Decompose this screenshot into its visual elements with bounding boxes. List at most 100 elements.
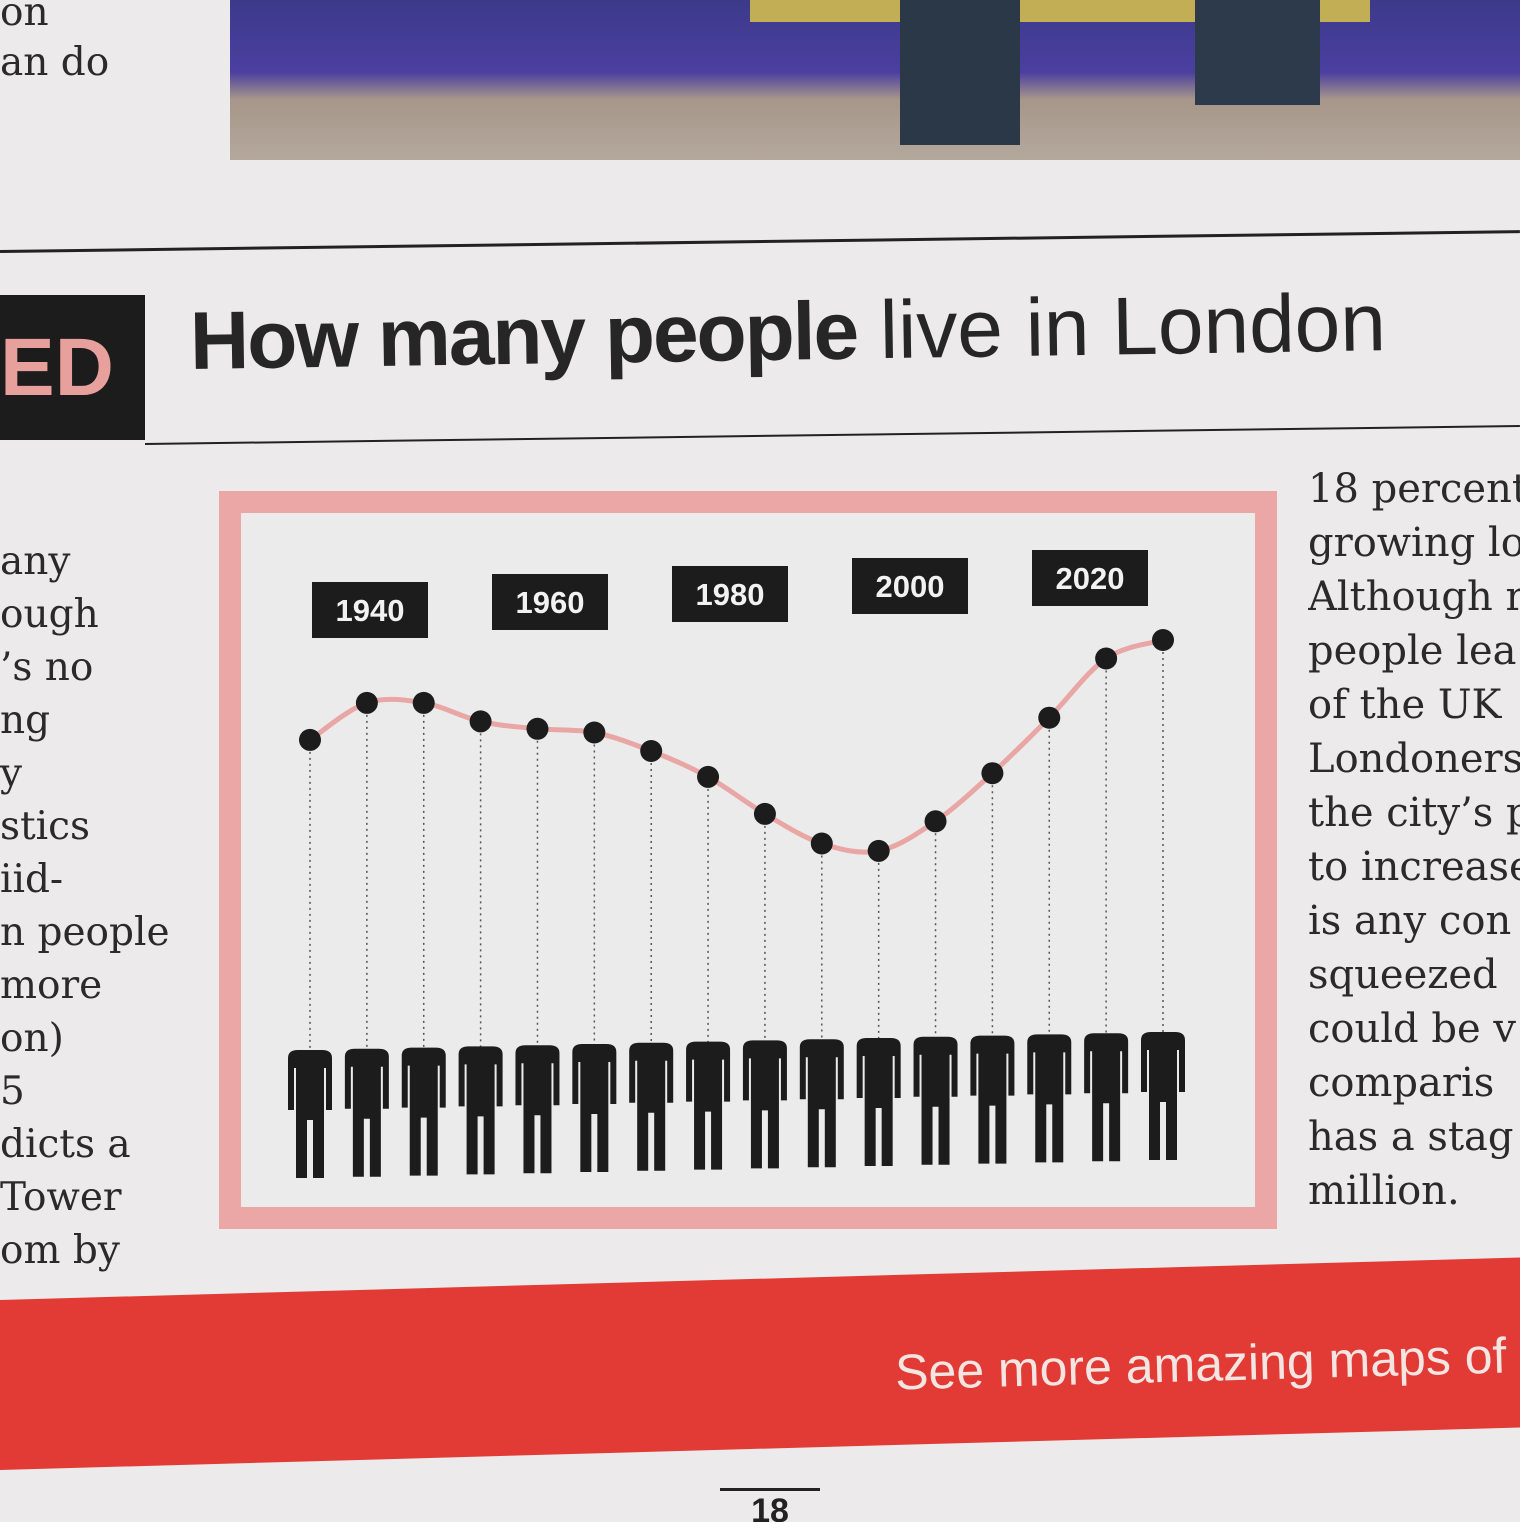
- data-point: [981, 762, 1004, 785]
- person-figure: [515, 1045, 560, 1174]
- text-line: ng: [0, 698, 51, 743]
- person-figure: [401, 1047, 446, 1176]
- person-silhouette: [401, 1047, 446, 1176]
- text-line: ’s no: [0, 645, 94, 690]
- data-point: [299, 728, 321, 751]
- year-label-box: [312, 582, 428, 638]
- person-figure: [913, 1036, 958, 1165]
- year-label-box: [492, 574, 608, 630]
- text-line: Tower: [0, 1175, 122, 1220]
- text-line: dicts a: [0, 1122, 131, 1167]
- person-silhouette: [856, 1038, 901, 1166]
- left-column-text: any ough ’s no ng y stics iid- n people …: [0, 535, 170, 1277]
- text-line: squeezed: [1308, 952, 1498, 998]
- year-label: 1940: [336, 593, 405, 628]
- person-silhouette: [458, 1046, 503, 1175]
- text-line: 5: [0, 1069, 25, 1114]
- data-markers: [299, 629, 1174, 862]
- text-line: has a stag: [1308, 1114, 1514, 1160]
- text-line: ough: [0, 592, 99, 637]
- person-silhouette: [970, 1035, 1015, 1164]
- person-figure: [1084, 1033, 1129, 1162]
- top-fragment-line: on: [0, 0, 49, 35]
- text-line: any: [0, 539, 71, 584]
- person-silhouette: [288, 1050, 332, 1178]
- people-figures: [288, 1032, 1185, 1178]
- text-line: om by: [0, 1228, 120, 1273]
- person-silhouette: [1141, 1032, 1185, 1160]
- text-line: people lea: [1308, 628, 1517, 674]
- person-figure: [970, 1035, 1015, 1164]
- year-label: 2020: [1056, 561, 1125, 596]
- data-point: [469, 710, 492, 733]
- year-label-box: [672, 566, 788, 622]
- text-line: stics: [0, 804, 91, 849]
- page-number: 18: [720, 1488, 820, 1522]
- data-point: [640, 740, 663, 762]
- person-figure: [629, 1042, 674, 1171]
- drop-lines: [309, 640, 1164, 1050]
- person-figure: [288, 1050, 332, 1178]
- person-figure: [458, 1046, 503, 1175]
- person-silhouette: [913, 1036, 958, 1165]
- text-line: y: [0, 751, 23, 796]
- year-labels: 1940 1960 1980 2000 2020: [312, 550, 1148, 638]
- person-figure: [742, 1040, 787, 1169]
- person-figure: [1141, 1032, 1185, 1160]
- data-point: [753, 802, 776, 825]
- headline-rule: [145, 425, 1520, 445]
- text-line: is any con: [1308, 898, 1512, 944]
- top-fragment-line: an do: [0, 40, 110, 85]
- person-silhouette: [742, 1040, 787, 1169]
- year-label: 1960: [516, 585, 585, 620]
- person-silhouette: [799, 1039, 844, 1168]
- person-figure: [686, 1041, 731, 1170]
- person-silhouette: [1027, 1034, 1072, 1163]
- section-tag: ED: [0, 295, 145, 440]
- person-figure: [572, 1044, 617, 1172]
- headline-section: ED How many people live in London: [0, 255, 1520, 445]
- photo-legs: [1195, 0, 1320, 105]
- text-line: the city’s p: [1308, 790, 1520, 836]
- data-point: [1038, 706, 1061, 729]
- person-figure: [344, 1048, 389, 1177]
- year-label-box: [1032, 550, 1148, 606]
- photo-legs: [900, 0, 1020, 145]
- data-point: [412, 691, 435, 714]
- text-line: could be v: [1308, 1006, 1516, 1052]
- person-silhouette: [515, 1045, 560, 1174]
- year-label: 1980: [696, 577, 765, 612]
- data-point: [924, 810, 947, 833]
- text-line: growing lo: [1308, 520, 1520, 566]
- data-point: [355, 691, 378, 714]
- text-line: million.: [1308, 1168, 1460, 1214]
- person-figure: [799, 1039, 844, 1168]
- data-point: [1152, 629, 1174, 651]
- text-line: Londoners: [1308, 736, 1520, 782]
- person-silhouette: [629, 1042, 674, 1171]
- text-line: n people: [0, 910, 170, 955]
- section-tag-text: ED: [0, 322, 114, 413]
- text-line: iid-: [0, 857, 64, 902]
- text-line: Although r: [1308, 574, 1520, 620]
- person-figure: [856, 1038, 901, 1166]
- person-silhouette: [1084, 1033, 1129, 1162]
- data-point: [583, 721, 606, 744]
- text-line: on): [0, 1016, 64, 1061]
- top-fragment: on an do: [0, 0, 109, 88]
- population-chart: 1940 1960 1980 2000 2020: [219, 491, 1277, 1229]
- title-light: live in London: [879, 277, 1387, 377]
- trend-line: [308, 637, 1164, 855]
- person-silhouette: [572, 1044, 617, 1172]
- year-label-box: [852, 558, 968, 614]
- text-line: more: [0, 963, 103, 1008]
- text-line: of the UK: [1308, 682, 1502, 728]
- photo: [230, 0, 1520, 160]
- text-line: to increase: [1308, 844, 1520, 890]
- right-column-text: 18 percent growing lo Although r people …: [1308, 462, 1520, 1218]
- data-point: [1095, 647, 1118, 670]
- title-bold: How many people: [189, 285, 858, 387]
- person-silhouette: [344, 1048, 389, 1177]
- text-line: comparis: [1308, 1060, 1495, 1106]
- person-figure: [1027, 1034, 1072, 1163]
